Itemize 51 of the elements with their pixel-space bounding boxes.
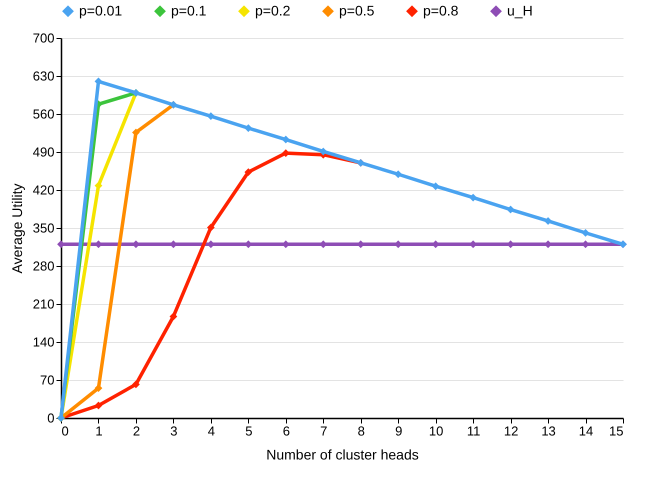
y-tick-label: 350 bbox=[32, 220, 54, 236]
point bbox=[170, 312, 178, 320]
x-tick-label: 10 bbox=[428, 424, 444, 438]
point bbox=[244, 168, 252, 176]
x-tick-label: 12 bbox=[504, 424, 518, 438]
y-tick-label: 0 bbox=[47, 410, 54, 426]
point bbox=[506, 206, 514, 214]
x-tick-label: 14 bbox=[578, 424, 594, 438]
y-axis-title: Average Utility bbox=[8, 183, 25, 274]
legend-label: p=0.8 bbox=[423, 2, 459, 18]
y-tick-label: 560 bbox=[32, 106, 54, 122]
point bbox=[282, 136, 290, 144]
x-tick-label: 4 bbox=[208, 424, 215, 438]
legend-label: p=0.2 bbox=[255, 2, 291, 18]
y-tick-label: 420 bbox=[32, 182, 54, 198]
x-tick-label: 15 bbox=[609, 424, 624, 438]
point bbox=[132, 128, 140, 136]
x-tick-label: 8 bbox=[358, 424, 365, 438]
x-tick-label: 6 bbox=[282, 424, 290, 438]
point bbox=[206, 224, 215, 232]
y-tick-label: 700 bbox=[32, 30, 54, 46]
y-tick-label: 140 bbox=[32, 334, 54, 350]
point bbox=[132, 380, 140, 388]
x-tick-label: 0 bbox=[62, 424, 69, 438]
x-tick-label: 13 bbox=[541, 424, 556, 438]
x-tick-label: 1 bbox=[95, 424, 103, 438]
y-tick-label: 490 bbox=[32, 144, 54, 160]
y-tick-label: 280 bbox=[32, 258, 54, 274]
x-tick-label: 9 bbox=[395, 424, 402, 438]
legend-label: u_H bbox=[507, 2, 533, 18]
point bbox=[244, 124, 252, 132]
point bbox=[394, 170, 402, 178]
point bbox=[94, 402, 102, 410]
point bbox=[94, 384, 102, 392]
point bbox=[469, 194, 478, 202]
x-tick-label: 7 bbox=[320, 424, 328, 438]
y-tick-label: 210 bbox=[32, 296, 54, 312]
y-tick-label: 70 bbox=[40, 372, 54, 388]
point bbox=[544, 217, 552, 225]
x-tick-label: 2 bbox=[132, 424, 140, 438]
x-axis-title: Number of cluster heads bbox=[266, 446, 419, 462]
x-tick-label: 11 bbox=[466, 424, 480, 438]
legend-label: p=0.01 bbox=[79, 2, 122, 18]
legend-label: p=0.5 bbox=[339, 2, 375, 18]
x-tick-label: 5 bbox=[245, 424, 252, 438]
y-tick-label: 630 bbox=[32, 68, 54, 84]
point bbox=[582, 229, 590, 237]
point bbox=[319, 148, 328, 156]
point bbox=[432, 182, 440, 190]
x-tick-label: 3 bbox=[170, 424, 178, 438]
legend-label: p=0.1 bbox=[171, 2, 207, 18]
